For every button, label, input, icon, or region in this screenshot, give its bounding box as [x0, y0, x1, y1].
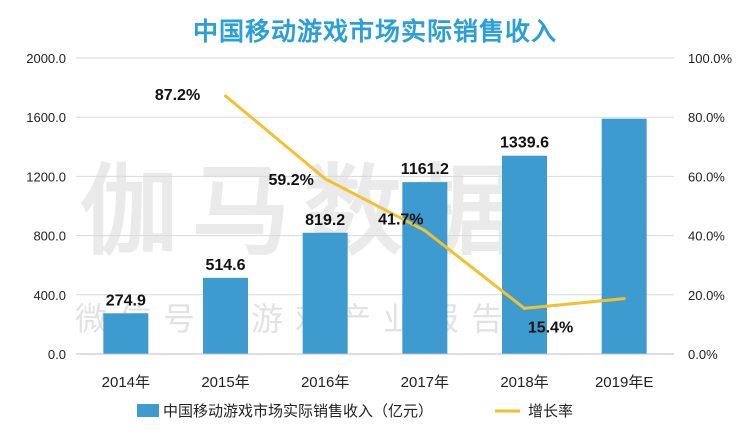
bar: [402, 182, 448, 354]
chart-title: 中国移动游戏市场实际销售收入: [192, 17, 557, 46]
bar-value-label: 819.2: [305, 212, 345, 229]
line-series: [224, 94, 626, 310]
bar-value-label: 514.6: [205, 257, 245, 274]
line-point: [622, 297, 626, 301]
bar-value-label: 1161.2: [401, 161, 449, 178]
bar: [601, 118, 647, 355]
bar-value-label: 274.9: [106, 292, 146, 309]
y-right-tick-label: 20.0%: [688, 288, 725, 303]
x-tick-label: 2014年: [102, 374, 150, 391]
y-axis-right: 0.0% 20.0% 40.0% 60.0% 80.0% 100.0%: [688, 51, 733, 362]
growth-rate-label: 41.7%: [378, 212, 423, 229]
legend-swatch-bar: [137, 404, 159, 417]
bar: [302, 232, 348, 354]
x-tick-label: 2015年: [201, 374, 249, 391]
legend-label-line: 增长率: [528, 402, 573, 420]
bar-value-label: 1339.6: [500, 135, 549, 152]
y-right-tick-label: 40.0%: [688, 229, 725, 244]
y-right-tick-label: 60.0%: [688, 169, 725, 184]
x-tick-label: 2019年E: [595, 374, 653, 391]
y-right-tick-label: 80.0%: [688, 110, 725, 125]
legend-label-bar: 中国移动游戏市场实际销售收入（亿元）: [163, 402, 433, 420]
growth-rate-label: 15.4%: [528, 319, 573, 336]
x-tick-label: 2017年: [401, 374, 449, 391]
data-labels: 274.9 514.6 819.2 1161.2 1339.6 87.2% 59.2% 41.…: [106, 87, 573, 337]
bar: [103, 313, 149, 354]
y-left-tick-label: 1200.0: [26, 169, 66, 184]
y-left-tick-label: 1600.0: [26, 110, 66, 125]
growth-rate-label: 87.2%: [155, 87, 200, 104]
y-right-tick-label: 100.0%: [688, 51, 733, 66]
bar: [502, 155, 547, 354]
y-right-tick-label: 0.0%: [688, 347, 718, 362]
bar: [203, 277, 248, 354]
line-point: [323, 177, 327, 181]
x-tick-label: 2016年: [301, 374, 349, 391]
legend: 中国移动游戏市场实际销售收入（亿元） 增长率: [137, 402, 573, 420]
y-axis-left: 0.0 400.0 800.0 1200.0 1600.0 2000.0: [26, 51, 66, 362]
x-axis: 2014年 2015年 2016年 2017年 2018年 2019年E: [76, 353, 674, 391]
line-point: [523, 306, 526, 310]
growth-rate-label: 59.2%: [268, 172, 313, 189]
bar-series: [103, 118, 647, 355]
y-left-tick-label: 2000.0: [26, 51, 66, 66]
x-tick-label: 2018年: [500, 374, 548, 391]
y-left-tick-label: 400.0: [33, 288, 66, 303]
y-left-tick-label: 0.0: [48, 347, 66, 362]
line-point: [423, 229, 427, 233]
line-point: [224, 94, 227, 98]
y-left-tick-label: 800.0: [33, 229, 66, 244]
